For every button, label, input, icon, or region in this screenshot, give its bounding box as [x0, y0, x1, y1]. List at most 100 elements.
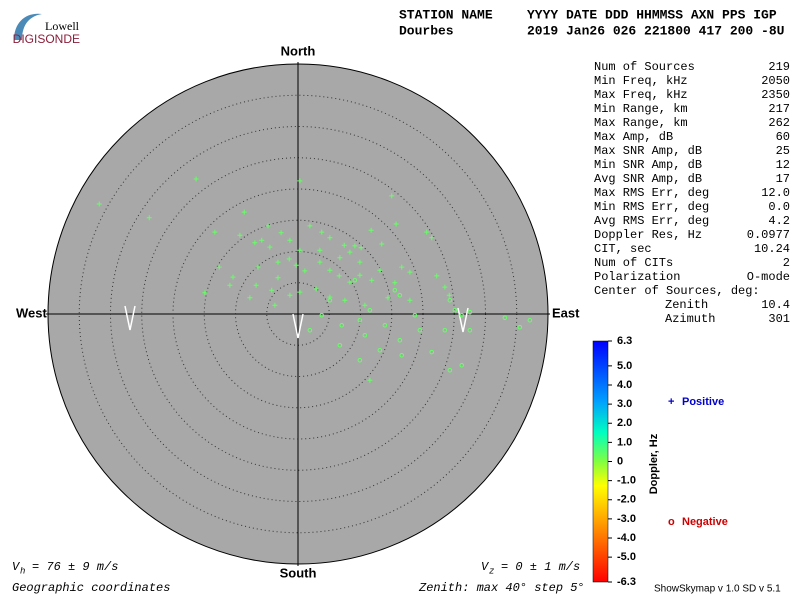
center-row-value: 301: [768, 312, 790, 326]
source-positive: [446, 292, 452, 298]
source-negative: [459, 312, 465, 318]
source-positive: [336, 273, 342, 279]
source-positive: [392, 280, 398, 286]
source-positive: [429, 235, 435, 241]
source-positive: [252, 240, 258, 246]
logo-swoosh: [14, 13, 42, 40]
source-positive: [358, 245, 364, 251]
colorbar-tick-label: -5.0: [617, 551, 636, 563]
source-positive: [317, 259, 323, 265]
source-negative: [377, 347, 383, 353]
source-positive: [337, 255, 343, 261]
source-negative: [307, 327, 313, 333]
source-positive: [313, 286, 319, 292]
source-negative: [357, 317, 363, 323]
logo-bottom: DIGISONDE: [13, 32, 80, 46]
stat-label: Max RMS Err, deg: [594, 186, 709, 200]
source-positive: [424, 229, 430, 235]
header-value: Dourbes: [399, 23, 454, 38]
source-negative: [527, 317, 533, 323]
source-positive: [357, 259, 363, 265]
source-positive: [193, 176, 199, 182]
source-positive: [357, 272, 363, 278]
stat-value: 2350: [761, 88, 790, 102]
stats: Num of Sources 219 Min Freq, kHz 2050 Max Fr…: [594, 60, 790, 326]
stat-label: Max Freq, kHz: [594, 88, 688, 102]
stat-label: Avg SNR Amp, dB: [594, 172, 702, 186]
source-positive: [265, 223, 271, 229]
source-negative: [362, 332, 368, 338]
coords: Geographic coordinates: [12, 581, 170, 595]
stat-value: 219: [768, 60, 790, 74]
source-negative: [339, 322, 345, 328]
vh-symbol: V: [12, 560, 21, 574]
stat-label: Doppler Res, Hz: [594, 228, 702, 242]
source-positive: [293, 262, 299, 268]
legend-symbol: o: [668, 516, 675, 528]
source-positive: [377, 267, 383, 273]
stat-value: 4.2: [768, 214, 790, 228]
colorbar-tick-label: 0: [617, 455, 623, 467]
source-positive: [399, 264, 405, 270]
stat-label: Polarization: [594, 270, 680, 284]
velocity-marker: [292, 313, 304, 339]
stat-value: 17: [776, 172, 790, 186]
velocity-marker: [124, 305, 136, 331]
source-positive: [241, 209, 247, 215]
source-negative: [447, 297, 453, 303]
stat-label: Max Range, km: [594, 116, 688, 130]
source-positive: [347, 249, 353, 255]
stat-label: CIT, sec: [594, 242, 652, 256]
plot: North South West East: [16, 43, 580, 580]
source-positive: [341, 242, 347, 248]
source-negative: [392, 287, 398, 293]
source-positive: [272, 302, 278, 308]
source-negative: [517, 324, 523, 330]
stat-label: Max SNR Amp, dB: [594, 144, 702, 158]
source-positive: [407, 269, 413, 275]
source-positive: [319, 229, 325, 235]
center-row-label: Azimuth: [665, 312, 715, 326]
stat-value: 12: [776, 158, 790, 172]
source-positive: [342, 297, 348, 303]
source-positive: [367, 377, 373, 383]
source-negative: [459, 362, 465, 368]
source-positive: [146, 215, 152, 221]
source-positive: [237, 232, 243, 238]
header-value: 2019 Jan26 026 221800 417 200 -8U: [527, 23, 784, 38]
center-row-value: 10.4: [761, 298, 790, 312]
colorbar-ticks: 6.3 5.0 4.0 3.0 2.0 1.0 0 -1.0 -2.0 -3.0 -4.0 -5.0 -…: [608, 335, 636, 588]
colorbar-tick-label: -6.3: [617, 576, 636, 588]
legend-label: Positive: [682, 396, 724, 408]
source-negative: [399, 352, 405, 358]
colorbar-tick-label: -1.0: [617, 475, 636, 487]
header-label: YYYY DATE DDD HHMMSS AXN PPS IGP: [527, 7, 777, 22]
stat-value: 10.24: [754, 242, 790, 256]
source-positive: [369, 277, 375, 283]
source-negative: [452, 307, 458, 313]
stat-value: O-mode: [747, 270, 790, 284]
zenith-note: Zenith: max 40° step 5°: [418, 581, 585, 595]
source-positive: [389, 193, 395, 199]
stat-label: Min Freq, kHz: [594, 74, 688, 88]
source-negative: [357, 357, 363, 363]
colorbar-tick-label: 1.0: [617, 436, 632, 448]
source-positive: [297, 289, 303, 295]
colorbar-tick-label: 4.0: [617, 379, 632, 391]
colorbar: [592, 340, 609, 583]
source-negative: [367, 307, 373, 313]
source-positive: [202, 290, 208, 296]
colorbar-tick-label: 6.3: [617, 335, 632, 347]
center-row-label: Zenith: [665, 298, 708, 312]
source-positive: [393, 221, 399, 227]
source-positive: [230, 274, 236, 280]
vz-sub: z: [489, 566, 494, 576]
source-positive: [327, 235, 333, 241]
dir-north: North: [281, 43, 316, 58]
stat-label: Num of Sources: [594, 60, 695, 74]
source-negative: [352, 277, 358, 283]
colorbar-tick-label: 3.0: [617, 398, 632, 410]
stat-value: 0.0977: [747, 228, 790, 242]
stat-value: 217: [768, 102, 790, 116]
